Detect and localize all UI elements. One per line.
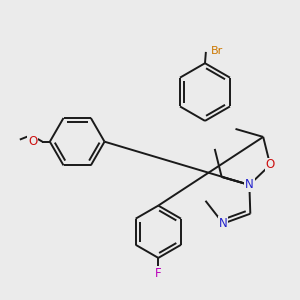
Text: O: O	[266, 158, 275, 171]
Text: O: O	[28, 135, 38, 148]
Text: N: N	[245, 178, 254, 191]
Text: N: N	[219, 217, 228, 230]
Text: F: F	[155, 266, 162, 280]
Text: Br: Br	[211, 46, 223, 56]
